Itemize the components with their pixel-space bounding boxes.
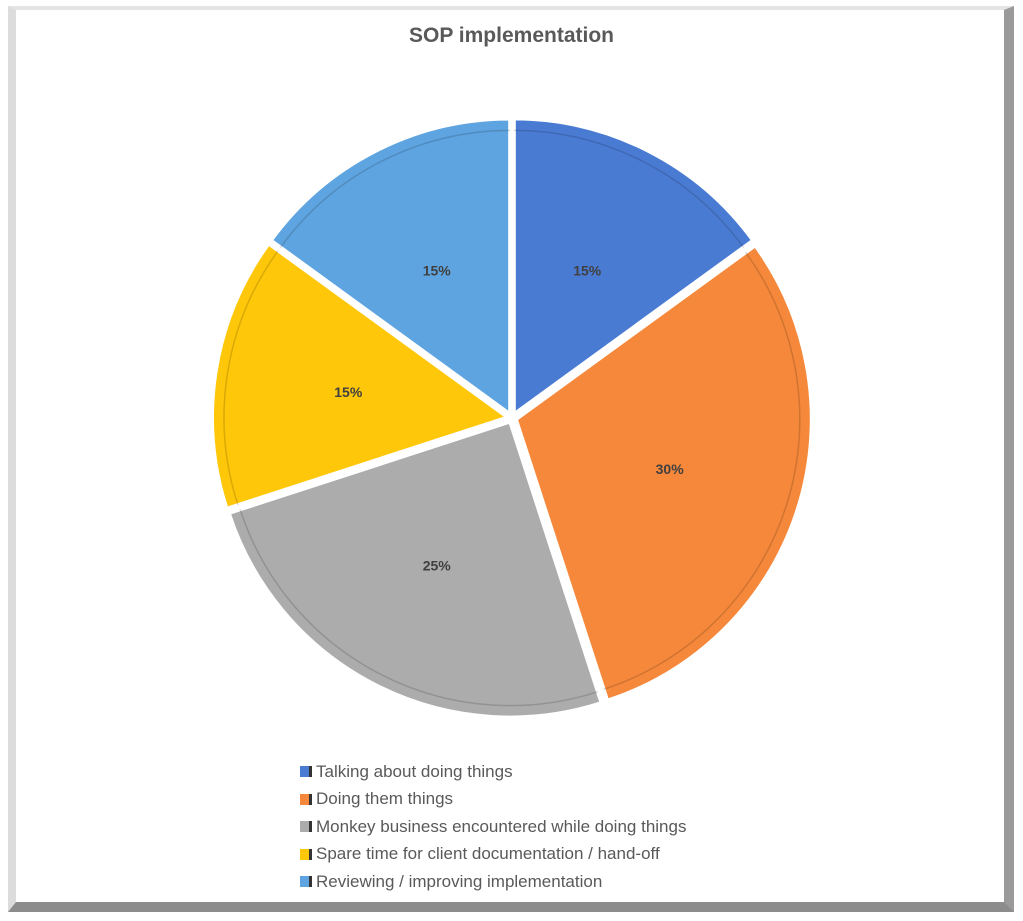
chart-title: SOP implementation: [409, 24, 614, 47]
pie-slice-2: [513, 242, 814, 704]
slice-bevel: [603, 251, 801, 691]
slice-bevel: [513, 129, 745, 248]
legend-swatch: [300, 848, 312, 860]
pie-slice-4: [210, 240, 513, 512]
data-label: 30%: [656, 461, 685, 477]
data-label: 25%: [423, 558, 452, 574]
slice-bevel: [279, 129, 511, 248]
legend-item: Monkey business encountered while doing …: [300, 813, 686, 841]
pie-slice-3: [226, 419, 605, 720]
data-label: 15%: [573, 262, 602, 278]
legend: Talking about doing things Doing them thi…: [300, 758, 686, 896]
legend-swatch: [300, 793, 312, 805]
pie-slice-1: [511, 116, 757, 419]
legend-swatch: [300, 766, 312, 778]
legend-label: Doing them things: [316, 789, 454, 809]
legend-item: Spare time for client documentation / ha…: [300, 841, 686, 869]
data-label: 15%: [423, 262, 452, 278]
legend-label: Reviewing / improving implementation: [316, 871, 603, 891]
data-label: 15%: [334, 384, 363, 400]
legend-label: Talking about doing things: [316, 761, 513, 781]
legend-swatch: [300, 821, 312, 833]
legend-swatch: [300, 876, 312, 888]
legend-label: Spare time for client documentation / ha…: [316, 844, 660, 864]
slice-bevel: [239, 509, 599, 707]
legend-item: Talking about doing things: [300, 758, 686, 786]
pie-slice-5: [267, 116, 513, 419]
legend-label: Monkey business encountered while doing …: [316, 816, 687, 836]
legend-item: Reviewing / improving implementation: [300, 868, 686, 896]
legend-item: Doing them things: [300, 786, 686, 814]
slice-bevel: [223, 250, 279, 506]
